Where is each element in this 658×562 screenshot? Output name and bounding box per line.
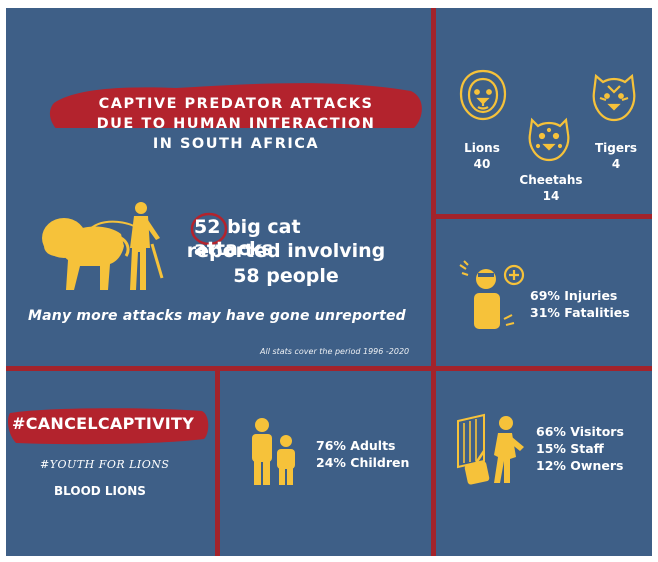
ages-panel: 76% Adults 24% Children bbox=[220, 371, 431, 556]
infographic-board: CAPTIVE PREDATOR ATTACKS DUE TO HUMAN IN… bbox=[6, 8, 652, 556]
headline-line-2: DUE TO HUMAN INTERACTION bbox=[96, 116, 376, 132]
blood-lions-logo: BLOOD LIONS bbox=[54, 484, 146, 498]
species-lions-count: 40 bbox=[473, 157, 491, 171]
divider-vertical-main bbox=[431, 8, 436, 556]
injuries-stat: 69% Injuries bbox=[530, 288, 618, 303]
species-tigers-name: Tigers bbox=[594, 141, 638, 155]
youth-for-lions-logo: #YOUTH FOR LIONS bbox=[40, 458, 170, 471]
period-note: All stats cover the period 1996 -2020 bbox=[260, 347, 410, 356]
adults-stat: 76% Adults bbox=[316, 438, 396, 453]
hashtag-brush bbox=[8, 408, 209, 445]
unreported-note: Many more attacks may have gone unreport… bbox=[28, 308, 406, 324]
adult-child-icon bbox=[246, 417, 302, 487]
staff-stat: 15% Staff bbox=[536, 441, 604, 456]
species-panel: Lions 40 Cheetahs bbox=[436, 8, 652, 214]
headline: CAPTIVE PREDATOR ATTACKS DUE TO HUMAN IN… bbox=[56, 94, 416, 154]
hashtag-label: #CANCELCAPTIVITY bbox=[12, 414, 195, 433]
injured-person-icon bbox=[456, 259, 526, 333]
attack-count: 52 bbox=[194, 216, 221, 238]
species-tigers-count: 4 bbox=[611, 157, 621, 171]
attacks-line-1: 52 big cat attacks bbox=[194, 216, 374, 260]
lion-handler-icon bbox=[36, 198, 166, 303]
roles-panel: 66% Visitors 15% Staff 12% Owners bbox=[436, 371, 652, 556]
children-stat: 24% Children bbox=[316, 455, 410, 470]
species-lions-name: Lions bbox=[464, 141, 500, 155]
attacks-line-3: 58 people bbox=[233, 265, 339, 287]
visitors-stat: 66% Visitors bbox=[536, 424, 624, 439]
species-cheetahs: Cheetahs 14 bbox=[516, 172, 586, 204]
branding-panel: #CANCELCAPTIVITY #YOUTH FOR LIONS BLOOD … bbox=[6, 371, 215, 556]
species-lions: Lions 40 bbox=[452, 140, 512, 172]
age-stats: 76% Adults 24% Children bbox=[316, 437, 409, 471]
species-tigers: Tigers 4 bbox=[586, 140, 646, 172]
main-panel: CAPTIVE PREDATOR ATTACKS DUE TO HUMAN IN… bbox=[6, 8, 431, 366]
lion-icon bbox=[458, 68, 508, 122]
species-cheetahs-name: Cheetahs bbox=[519, 173, 583, 187]
attack-line-1-rest: big cat attacks bbox=[194, 216, 301, 260]
count-circle bbox=[190, 212, 228, 246]
tiger-icon bbox=[588, 70, 640, 124]
red-brush-stroke bbox=[49, 83, 422, 128]
outcome-stats: 69% Injuries 31% Fatalities bbox=[530, 287, 630, 321]
outcomes-panel: 69% Injuries 31% Fatalities bbox=[436, 219, 652, 366]
species-cheetahs-count: 14 bbox=[542, 189, 560, 203]
role-stats: 66% Visitors 15% Staff 12% Owners bbox=[536, 423, 624, 474]
attacks-line-2: reported involving bbox=[186, 240, 386, 262]
owners-stat: 12% Owners bbox=[536, 458, 624, 473]
fatalities-stat: 31% Fatalities bbox=[530, 305, 630, 320]
visitor-luggage-icon bbox=[454, 411, 532, 491]
divider-horizontal-bottom bbox=[6, 366, 652, 371]
divider-horizontal-right bbox=[431, 214, 652, 219]
cheetah-icon bbox=[524, 112, 574, 164]
headline-line-3: IN SOUTH AFRICA bbox=[152, 136, 320, 152]
divider-vertical-bottom bbox=[215, 366, 220, 556]
headline-line-1: CAPTIVE PREDATOR ATTACKS bbox=[98, 96, 374, 112]
